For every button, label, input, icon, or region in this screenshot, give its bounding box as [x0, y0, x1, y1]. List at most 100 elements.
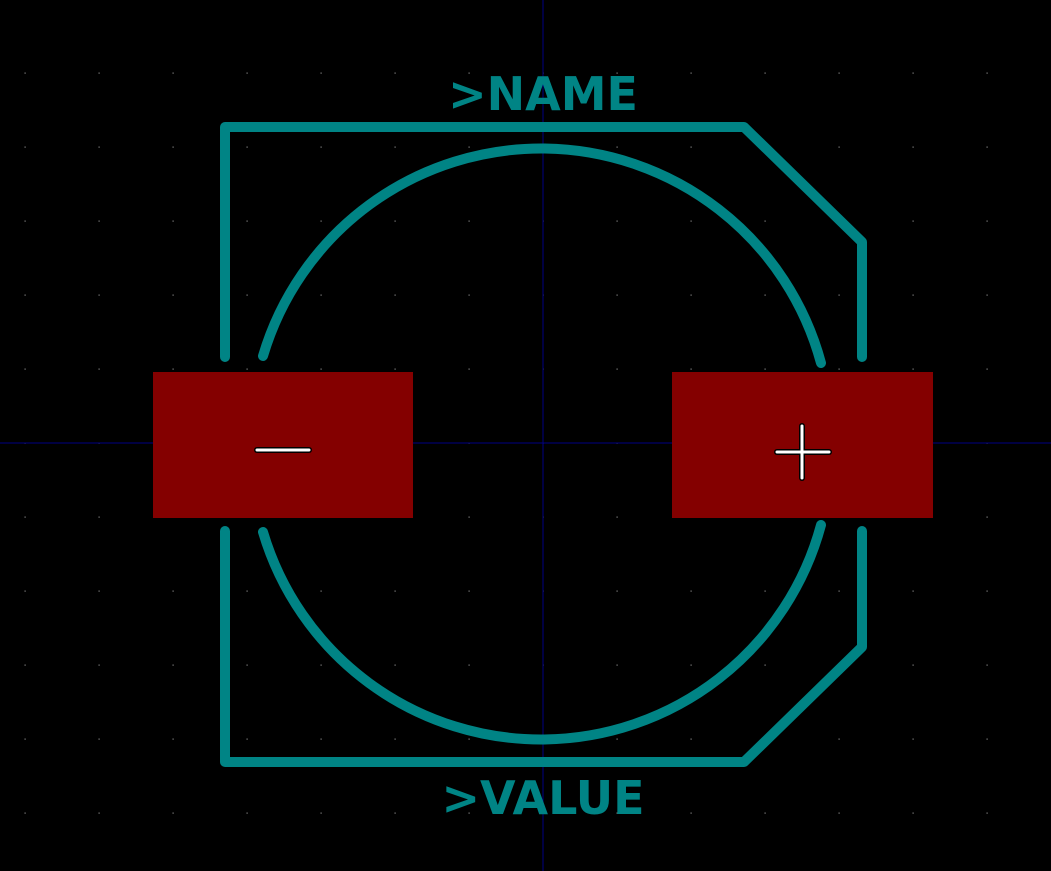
grid-dot	[98, 738, 100, 740]
grid-dot	[764, 664, 766, 666]
grid-dot	[246, 738, 248, 740]
grid-dot	[616, 368, 618, 370]
grid-dot	[24, 516, 26, 518]
grid-dot	[24, 738, 26, 740]
grid-dot	[616, 146, 618, 148]
circle-arc-top[interactable]	[258, 143, 826, 368]
grid-dot	[764, 72, 766, 74]
grid-dot	[838, 368, 840, 370]
grid-dot	[986, 664, 988, 666]
grid-dot	[986, 220, 988, 222]
grid-dot	[838, 72, 840, 74]
grid-dot	[468, 812, 470, 814]
grid-dot	[172, 146, 174, 148]
grid-dot	[986, 368, 988, 370]
grid-dot	[912, 220, 914, 222]
grid-dot	[320, 72, 322, 74]
grid-dot	[764, 812, 766, 814]
grid-dot	[246, 812, 248, 814]
grid-dot	[394, 812, 396, 814]
grid-dot	[690, 664, 692, 666]
silkscreen-outline[interactable]	[220, 122, 867, 767]
grid-dot	[986, 812, 988, 814]
grid-dot	[912, 590, 914, 592]
grid-dot	[24, 146, 26, 148]
grid-dot	[24, 294, 26, 296]
grid-dot	[616, 590, 618, 592]
grid-dot	[98, 368, 100, 370]
grid-dot	[616, 664, 618, 666]
grid-dot	[912, 738, 914, 740]
grid-dot	[24, 812, 26, 814]
grid-dot	[616, 516, 618, 518]
grid-dot	[98, 72, 100, 74]
grid-dot	[468, 738, 470, 740]
grid-dot	[468, 664, 470, 666]
grid-dot	[690, 590, 692, 592]
pad-positive[interactable]	[672, 372, 933, 518]
grid-dot	[986, 516, 988, 518]
pad-negative-copper[interactable]	[153, 372, 413, 518]
grid-dot	[24, 72, 26, 74]
outline-top[interactable]	[220, 122, 867, 362]
grid-dot	[172, 220, 174, 222]
grid-dot	[986, 146, 988, 148]
grid-dot	[690, 220, 692, 222]
silkscreen-circle[interactable]	[258, 143, 826, 745]
outline-bottom[interactable]	[220, 526, 867, 767]
circle-arc-bottom[interactable]	[258, 520, 826, 745]
grid-dot	[24, 664, 26, 666]
pad-negative[interactable]	[153, 372, 413, 518]
grid-dot	[468, 220, 470, 222]
grid-dot	[172, 72, 174, 74]
grid-dot	[986, 72, 988, 74]
name-label[interactable]: >NAME	[448, 67, 638, 121]
grid-dot	[98, 220, 100, 222]
grid-dot	[986, 590, 988, 592]
grid-dot	[690, 146, 692, 148]
grid-dot	[986, 294, 988, 296]
grid-dot	[468, 146, 470, 148]
grid-dot	[246, 294, 248, 296]
plus-icon	[774, 423, 832, 481]
grid-dot	[172, 738, 174, 740]
grid-dot	[912, 294, 914, 296]
grid-dot	[320, 590, 322, 592]
grid-dot	[172, 590, 174, 592]
grid-dot	[616, 738, 618, 740]
grid-dot	[764, 368, 766, 370]
grid-dot	[246, 146, 248, 148]
grid-dot	[320, 812, 322, 814]
value-label[interactable]: >VALUE	[441, 771, 644, 825]
grid-dot	[912, 368, 914, 370]
grid-dot	[764, 294, 766, 296]
grid-dot	[246, 590, 248, 592]
grid-dot	[468, 516, 470, 518]
grid-dot	[616, 220, 618, 222]
grid-dot	[394, 368, 396, 370]
grid-dot	[838, 812, 840, 814]
grid-dot	[320, 664, 322, 666]
grid-dot	[690, 738, 692, 740]
grid-dot	[320, 738, 322, 740]
grid-dot	[320, 146, 322, 148]
grid-dot	[394, 294, 396, 296]
grid-dot	[912, 664, 914, 666]
grid-dot	[98, 516, 100, 518]
grid-dot	[172, 664, 174, 666]
grid-dot	[172, 294, 174, 296]
grid-dot	[838, 590, 840, 592]
grid-dot	[912, 72, 914, 74]
grid-dot	[764, 590, 766, 592]
grid-dot	[172, 812, 174, 814]
grid-dot	[394, 220, 396, 222]
grid-dot	[912, 146, 914, 148]
grid-dot	[838, 146, 840, 148]
grid-dot	[98, 812, 100, 814]
grid-dot	[468, 294, 470, 296]
grid-dot	[246, 368, 248, 370]
grid-dot	[838, 294, 840, 296]
grid-dot	[98, 664, 100, 666]
grid-dot	[468, 72, 470, 74]
